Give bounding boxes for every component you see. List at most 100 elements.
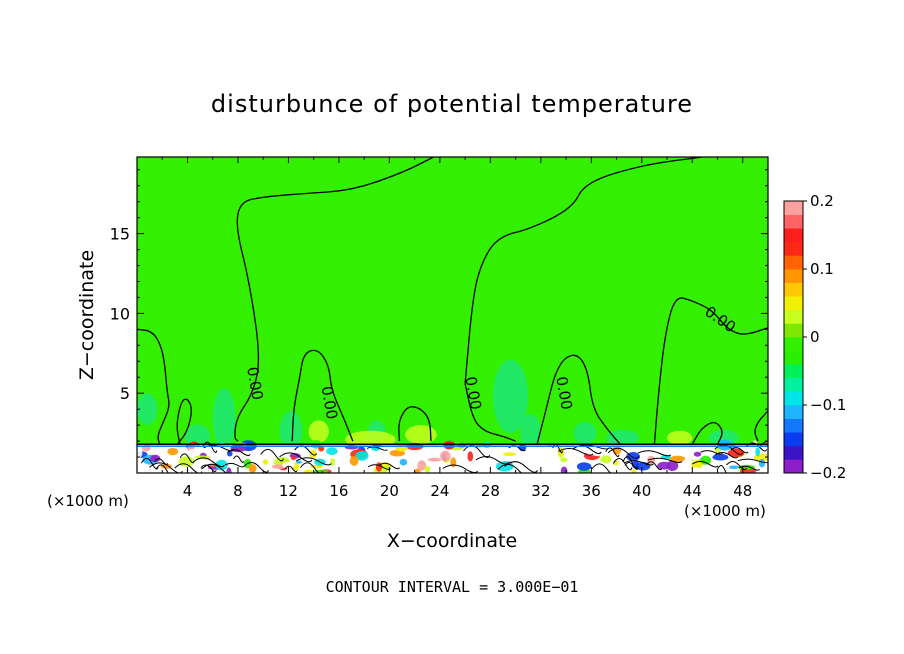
surface-cell xyxy=(150,454,161,463)
surface-contour xyxy=(174,463,203,473)
surface-cell xyxy=(553,468,559,473)
surface-cell xyxy=(291,456,296,461)
surface-contour xyxy=(179,453,195,464)
surface-contour xyxy=(726,460,747,471)
surface-cell xyxy=(282,461,295,469)
field-patches xyxy=(137,359,739,453)
colorbar-tick-label: 0.2 xyxy=(810,192,834,210)
surface-cell xyxy=(137,448,143,459)
surface-contour xyxy=(154,458,169,465)
colorbar-swatch xyxy=(784,364,803,379)
colorbar-swatch xyxy=(784,269,803,283)
colorbar-swatch xyxy=(784,377,803,392)
anomaly-patch xyxy=(492,359,529,434)
surface-contour xyxy=(730,447,749,454)
surface-cell xyxy=(700,455,712,465)
surface-contour xyxy=(622,456,638,470)
anomaly-patch xyxy=(708,429,739,446)
surface-contour xyxy=(295,457,332,466)
x-tick-label: 20 xyxy=(380,482,399,500)
colorbar-swatch xyxy=(784,255,803,270)
surface-cell xyxy=(326,447,338,456)
plot-frame xyxy=(136,156,769,474)
colorbar-swatch xyxy=(784,432,803,447)
surface-contour xyxy=(607,447,639,459)
contour-line xyxy=(536,354,621,445)
contour-line xyxy=(176,398,192,445)
x-tick-label: 24 xyxy=(430,482,449,500)
anomaly-patch xyxy=(137,393,158,426)
x-tick-label: 40 xyxy=(632,482,651,500)
surface-cell xyxy=(262,459,269,465)
surface-cell xyxy=(141,444,151,452)
colorbar-swatch xyxy=(784,350,803,365)
surface-contour xyxy=(624,460,654,466)
colorbar-swatch xyxy=(784,296,803,311)
surface-cell xyxy=(226,467,232,473)
surface-cell xyxy=(467,451,474,462)
surface-cell xyxy=(443,440,456,450)
colorbar: 0.2 0.1 0 −0.1 −0.2 xyxy=(783,192,846,482)
surface-contour xyxy=(692,460,719,468)
anomaly-patch xyxy=(212,388,236,450)
surface-cell xyxy=(445,467,459,473)
surface-cell xyxy=(666,460,679,471)
surface-contour xyxy=(155,464,173,473)
contour-label: 0.00 xyxy=(552,375,576,411)
contour-line xyxy=(137,328,170,445)
anomaly-patch xyxy=(573,421,597,445)
surface-contour xyxy=(224,462,245,468)
surface-cell xyxy=(427,457,442,462)
surface-contour xyxy=(366,446,388,451)
surface-contour xyxy=(605,447,620,458)
chart-title: disturbunce of potential temperature xyxy=(211,90,693,118)
y-tick-label: 15 xyxy=(110,225,130,244)
colorbar-swatch xyxy=(784,405,803,419)
surface-cell xyxy=(576,462,592,471)
contour-line xyxy=(234,157,434,442)
surface-cell xyxy=(440,450,451,462)
x-unit-left: (×1000 m) xyxy=(47,492,129,510)
surface-cell xyxy=(417,460,427,471)
colorbar-tick-label: 0 xyxy=(810,328,820,346)
surface-contour xyxy=(233,455,244,463)
surface-contour xyxy=(558,447,594,456)
surface-cell xyxy=(712,453,729,461)
surface-cell xyxy=(160,463,172,469)
surface-contour xyxy=(716,465,727,473)
contour-label: 0.00 xyxy=(461,375,485,411)
surface-cell xyxy=(424,465,431,473)
colorbar-swatch xyxy=(784,228,803,243)
surface-contour xyxy=(377,462,400,470)
anomaly-patch xyxy=(308,420,329,443)
surface-cell xyxy=(296,460,302,464)
contour-line xyxy=(754,410,768,442)
surface-cell xyxy=(535,450,545,454)
x-tick-label: 36 xyxy=(582,482,601,500)
surface-cell xyxy=(303,469,314,473)
contour-line xyxy=(464,157,703,384)
surface-cell xyxy=(170,461,181,470)
surface-cell xyxy=(542,445,558,455)
surface-contour xyxy=(591,463,616,473)
surface-contour xyxy=(285,465,298,473)
surface-cell xyxy=(318,446,325,452)
contour-line xyxy=(398,406,432,442)
surface-cell xyxy=(729,465,739,470)
surface-contour xyxy=(738,465,761,471)
surface-contour xyxy=(647,457,683,463)
surface-turbulence-layer xyxy=(137,439,768,473)
field-background xyxy=(137,157,768,473)
x-unit-right: (×1000 m) xyxy=(684,502,766,520)
contour-label: 0.00 xyxy=(243,366,267,402)
colorbar-swatch xyxy=(784,459,803,474)
surface-contour xyxy=(624,461,639,470)
surface-cell xyxy=(485,457,491,464)
colorbar-swatch xyxy=(784,418,803,433)
contour-line xyxy=(691,422,723,445)
x-tick-label: 12 xyxy=(279,482,298,500)
surface-cell xyxy=(227,460,242,469)
surface-contour xyxy=(714,452,739,459)
surface-contour xyxy=(193,457,225,468)
contour-line xyxy=(653,297,768,445)
